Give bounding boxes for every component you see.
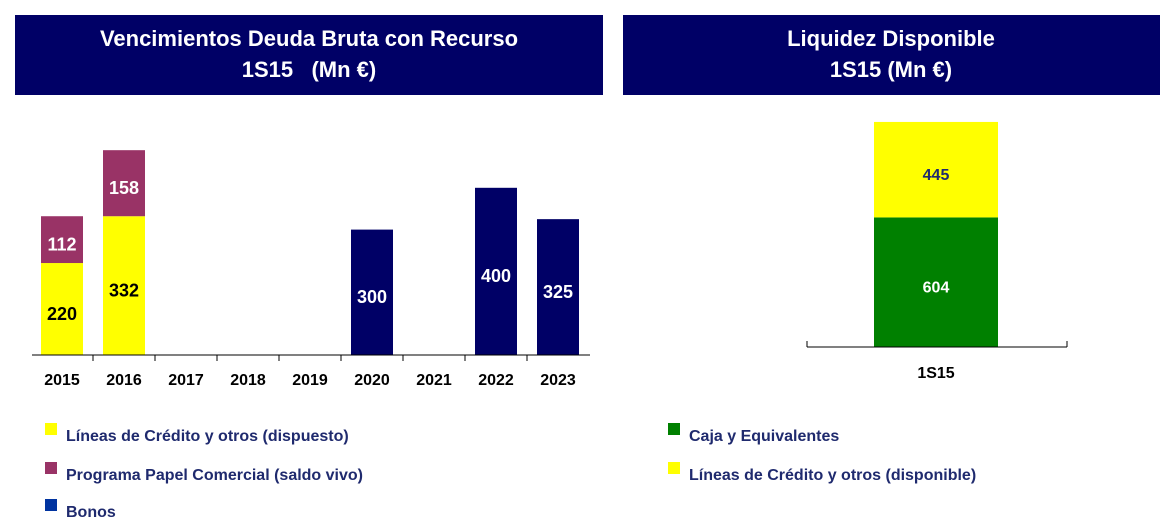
chart-title: Liquidez Disponible — [787, 26, 995, 51]
value-label: 112 — [47, 234, 76, 254]
bar-segment — [103, 216, 145, 355]
value-label: 445 — [923, 167, 950, 184]
legend-label: Bonos — [66, 504, 116, 519]
bar-segment — [41, 216, 83, 264]
legend-swatch — [45, 462, 57, 474]
x-tick-label: 2019 — [292, 372, 328, 389]
x-tick-label: 2023 — [540, 372, 576, 389]
bar-segment — [103, 150, 145, 217]
header-box — [623, 15, 1160, 95]
x-tick-label: 2018 — [230, 372, 266, 389]
bar-segment — [41, 263, 83, 355]
legend-swatch — [668, 423, 680, 435]
x-tick-label: 1S15 — [917, 365, 954, 382]
legend-swatch — [668, 462, 680, 474]
value-label: 158 — [109, 178, 139, 198]
bar-segment — [874, 217, 998, 347]
chart-title: Vencimientos Deuda Bruta con Recurso — [100, 26, 518, 51]
chart-subtitle: 1S15 (Mn €) — [242, 57, 376, 82]
x-tick-label: 2016 — [106, 372, 142, 389]
legend-label: Caja y Equivalentes — [689, 428, 839, 445]
x-tick-label: 2021 — [416, 372, 452, 389]
chart-subtitle: 1S15 (Mn €) — [830, 57, 952, 82]
header-box — [15, 15, 603, 95]
legend-label: Líneas de Crédito y otros (disponible) — [689, 467, 976, 484]
value-label: 604 — [923, 279, 950, 296]
legend-label: Programa Papel Comercial (saldo vivo) — [66, 467, 363, 484]
x-tick-label: 2020 — [354, 372, 390, 389]
bar-segment — [475, 187, 517, 355]
bar-segment — [351, 229, 393, 355]
x-tick-label: 2017 — [168, 372, 204, 389]
bar-segment — [874, 121, 998, 218]
value-label: 332 — [109, 280, 139, 300]
legend-swatch — [45, 423, 57, 435]
value-label: 300 — [357, 287, 387, 307]
value-label: 400 — [481, 266, 511, 286]
value-label: 325 — [543, 282, 573, 302]
legend-swatch — [45, 499, 57, 511]
x-tick-label: 2015 — [44, 372, 80, 389]
legend-label: Líneas de Crédito y otros (dispuesto) — [66, 428, 349, 445]
bar-segment — [537, 219, 579, 355]
value-label: 220 — [47, 304, 77, 324]
x-tick-label: 2022 — [478, 372, 514, 389]
